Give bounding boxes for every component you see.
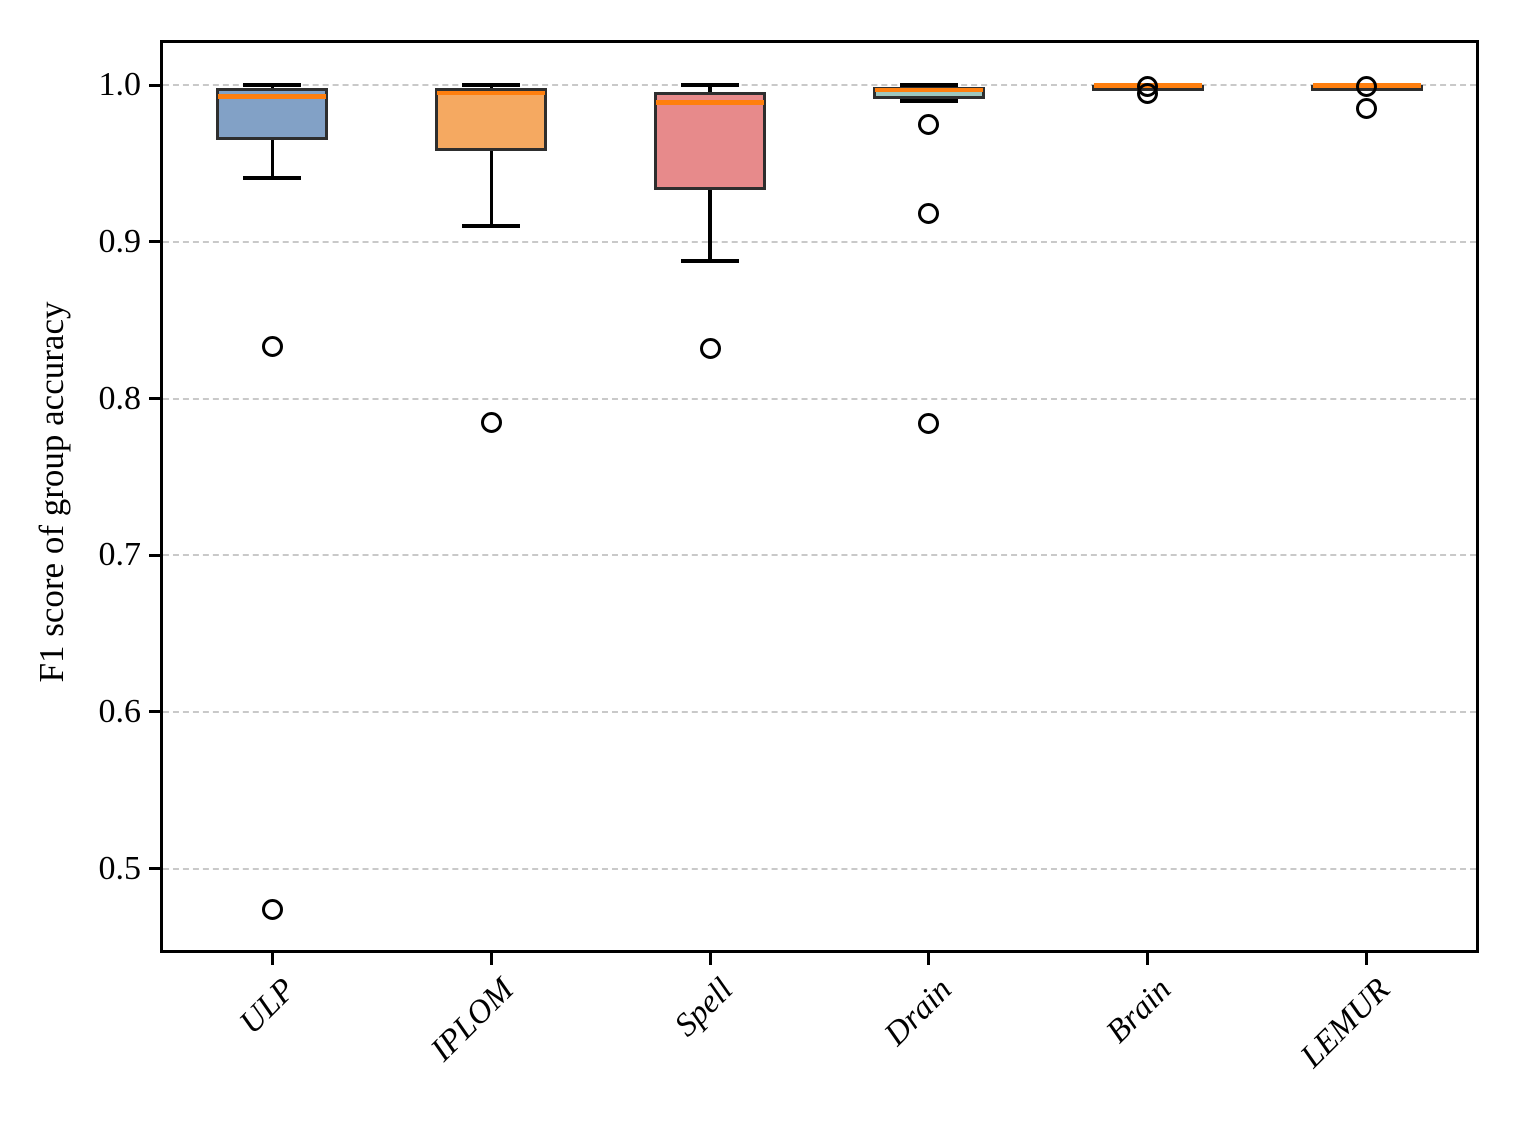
gridline-0.7	[163, 554, 1476, 557]
x-label-LEMUR: LEMUR	[1293, 971, 1397, 1075]
y-tick-1.0	[149, 83, 163, 87]
x-tick-Drain	[927, 950, 931, 965]
outlier-Drain-2	[918, 203, 940, 225]
cap-upper-ULP	[243, 83, 302, 88]
outlier-LEMUR-1	[1356, 76, 1378, 98]
cap-lower-Drain	[899, 98, 958, 103]
outlier-Drain-3	[918, 413, 940, 435]
x-label-Brain: Brain	[1099, 971, 1178, 1051]
y-tick-label-0.5: 0.5	[98, 849, 142, 887]
median-IPLOM	[437, 90, 546, 96]
spine-top	[160, 40, 1479, 43]
y-tick-label-0.6: 0.6	[98, 692, 142, 730]
cap-lower-IPLOM	[462, 224, 521, 229]
spine-right	[1476, 40, 1479, 953]
x-tick-IPLOM	[489, 950, 493, 965]
y-tick-0.8	[149, 397, 163, 401]
outlier-Spell-1	[699, 337, 721, 359]
x-tick-ULP	[270, 950, 274, 965]
outlier-ULP-1	[261, 336, 283, 358]
outlier-Drain-1	[918, 113, 940, 135]
median-ULP	[218, 94, 327, 99]
box-IPLOM	[435, 88, 548, 152]
gridline-0.6	[163, 710, 1476, 713]
y-tick-0.5	[149, 867, 163, 871]
median-Drain	[874, 87, 983, 93]
y-tick-label-0.8: 0.8	[98, 379, 142, 417]
x-label-IPLOM: IPLOM	[424, 971, 522, 1069]
outlier-Brain-2	[1137, 82, 1159, 104]
x-label-ULP: ULP	[232, 971, 303, 1042]
x-label-Drain: Drain	[877, 971, 959, 1053]
box-Spell	[654, 91, 767, 191]
cap-lower-Spell	[681, 258, 740, 263]
cap-upper-IPLOM	[462, 83, 521, 88]
gridline-0.5	[163, 867, 1476, 870]
y-tick-0.6	[149, 710, 163, 714]
whisker-lower-IPLOM	[489, 151, 493, 227]
y-tick-label-0.9: 0.9	[98, 222, 142, 260]
y-axis-title: F1 score of group accuracy	[32, 301, 71, 683]
gridline-0.9	[163, 240, 1476, 243]
y-tick-label-1.0: 1.0	[98, 66, 142, 104]
cap-lower-ULP	[243, 175, 302, 180]
y-tick-0.9	[149, 240, 163, 244]
whisker-upper-Spell	[708, 85, 712, 92]
whisker-lower-Spell	[708, 190, 712, 261]
gridline-0.8	[163, 397, 1476, 400]
y-tick-label-0.7: 0.7	[98, 536, 142, 574]
x-label-Spell: Spell	[668, 971, 741, 1044]
x-tick-Brain	[1146, 950, 1150, 965]
outlier-LEMUR-2	[1356, 98, 1378, 120]
cap-upper-Drain	[899, 83, 958, 88]
outlier-IPLOM-1	[480, 411, 502, 433]
gridline-1.0	[163, 84, 1476, 87]
spine-bottom	[160, 950, 1479, 953]
spine-left	[160, 40, 163, 953]
x-tick-LEMUR	[1365, 950, 1369, 965]
whisker-lower-ULP	[270, 140, 275, 178]
x-tick-Spell	[708, 950, 712, 965]
cap-upper-Spell	[681, 83, 740, 88]
y-tick-0.7	[149, 553, 163, 557]
outlier-ULP-2	[261, 898, 283, 920]
median-Spell	[656, 100, 765, 105]
